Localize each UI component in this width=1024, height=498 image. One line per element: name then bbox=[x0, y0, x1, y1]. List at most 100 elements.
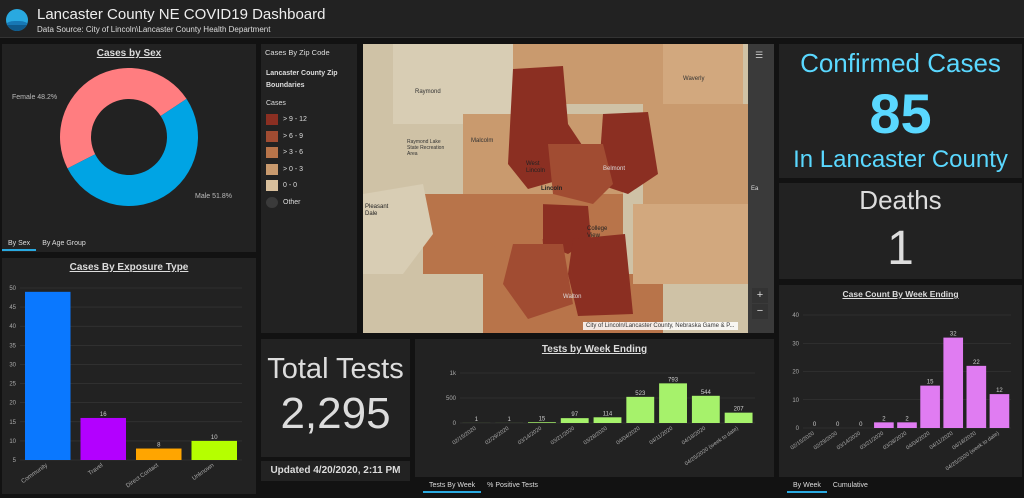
data-label: 22 bbox=[973, 360, 980, 366]
bar[interactable] bbox=[24, 291, 71, 460]
x-tick-label: 03/28/2020 bbox=[882, 431, 908, 452]
map-view[interactable]: Raymond Waverly Malcolm Raymond Lake Sta… bbox=[363, 44, 774, 333]
data-label: 1 bbox=[475, 417, 479, 423]
bar[interactable] bbox=[659, 383, 687, 423]
zoom-out-button[interactable]: − bbox=[752, 304, 768, 319]
total-tests-panel: Total Tests 2,295 bbox=[261, 339, 410, 457]
x-tick-label: Unknown bbox=[191, 463, 215, 482]
zip-zone[interactable] bbox=[643, 104, 753, 204]
bar[interactable] bbox=[874, 422, 894, 428]
zip-zone[interactable] bbox=[363, 184, 433, 274]
confirmed-title: Confirmed Cases bbox=[800, 48, 1001, 78]
deaths-value: 1 bbox=[887, 222, 914, 275]
zip-zone[interactable] bbox=[393, 44, 513, 124]
dashboard-title: Lancaster County NE COVID19 Dashboard bbox=[37, 6, 326, 23]
donut-slice-male[interactable] bbox=[64, 98, 222, 230]
deaths-title: Deaths bbox=[859, 185, 942, 215]
x-tick-label: 04/25/2020 (week to date) bbox=[684, 426, 740, 468]
case-week-bar-chart: 010203040002/15/2020002/29/2020003/14/20… bbox=[790, 313, 1011, 472]
legend-item: > 9 - 12 bbox=[266, 114, 307, 125]
total-tests-value: 2,295 bbox=[280, 389, 391, 438]
x-tick-label: 02/29/2020 bbox=[484, 426, 510, 447]
bar[interactable] bbox=[920, 385, 940, 428]
legend-swatch bbox=[266, 163, 278, 175]
place-malcolm: Malcolm bbox=[471, 138, 494, 144]
place-walton: Walton bbox=[563, 294, 582, 300]
y-tick-label: 25 bbox=[9, 382, 16, 388]
data-label: 15 bbox=[539, 416, 546, 422]
legend-swatch bbox=[266, 114, 278, 125]
data-label: 15 bbox=[927, 380, 934, 386]
x-tick-label: 04/04/2020 bbox=[615, 426, 641, 447]
data-label: 523 bbox=[635, 391, 646, 397]
donut-slice-female[interactable] bbox=[36, 62, 190, 169]
bar[interactable] bbox=[989, 394, 1010, 428]
data-source: Data Source: City of Lincoln\Lancaster C… bbox=[37, 25, 271, 34]
confirmed-subtitle: In Lancaster County bbox=[793, 146, 1008, 173]
zoom-in-button[interactable]: + bbox=[752, 288, 768, 303]
zip-zone[interactable] bbox=[568, 234, 633, 316]
legend-label: > 9 - 12 bbox=[283, 116, 307, 123]
legend-item: > 3 - 6 bbox=[266, 147, 303, 158]
bar[interactable] bbox=[943, 337, 964, 428]
updated-text: Updated 4/20/2020, 2:11 PM bbox=[270, 465, 401, 476]
legend-label: > 3 - 6 bbox=[283, 149, 304, 156]
bar[interactable] bbox=[560, 418, 589, 423]
tab-by-week[interactable]: By Week bbox=[787, 479, 827, 493]
cases-by-sex-panel: Cases by Sex Female 48.2% Male 51.8% bbox=[2, 44, 256, 252]
x-tick-label: 02/15/2020 bbox=[452, 426, 478, 447]
y-tick-label: 15 bbox=[9, 420, 16, 426]
case-week-title: Case Count By Week Ending bbox=[842, 289, 959, 299]
tests-panel: Tests by Week Ending 0 500 1k 1 02/15/2020 1 0… bbox=[415, 339, 774, 477]
zip-zone[interactable] bbox=[633, 204, 753, 284]
tab-by-sex[interactable]: By Sex bbox=[2, 237, 37, 251]
data-label: 8 bbox=[157, 443, 161, 449]
bar[interactable] bbox=[724, 412, 753, 423]
y-tick-label: 500 bbox=[446, 396, 457, 402]
data-label: 544 bbox=[701, 390, 712, 396]
map-canvas[interactable] bbox=[363, 44, 774, 333]
tab-positive-tests[interactable]: % Positive Tests bbox=[487, 482, 539, 489]
y-tick-label: 40 bbox=[9, 324, 16, 330]
zip-zone[interactable] bbox=[548, 144, 613, 204]
bar[interactable] bbox=[80, 417, 127, 460]
male-label: Male 51.8% bbox=[195, 193, 232, 200]
zip-zone[interactable] bbox=[598, 112, 658, 194]
list-icon[interactable]: ☰ bbox=[755, 50, 764, 60]
tab-cumulative[interactable]: Cumulative bbox=[832, 482, 868, 489]
bar[interactable] bbox=[135, 448, 182, 460]
y-tick-label: 1k bbox=[450, 371, 457, 377]
y-tick-label: 10 bbox=[792, 398, 799, 404]
data-label: 114 bbox=[603, 411, 613, 417]
bar[interactable] bbox=[626, 396, 655, 423]
bar[interactable] bbox=[897, 422, 917, 428]
legend-swatch bbox=[266, 196, 278, 208]
data-label: 1 bbox=[507, 417, 511, 423]
female-label: Female 48.2% bbox=[12, 94, 58, 101]
y-tick-label: 30 bbox=[9, 362, 16, 368]
bar[interactable] bbox=[528, 422, 556, 423]
bar[interactable] bbox=[191, 440, 238, 460]
data-label: 97 bbox=[571, 412, 578, 418]
zip-zone[interactable] bbox=[663, 44, 743, 104]
y-tick-label: 30 bbox=[792, 341, 799, 347]
bar[interactable] bbox=[691, 395, 720, 423]
zip-zone[interactable] bbox=[475, 194, 543, 254]
y-tick-label: 0 bbox=[796, 426, 800, 432]
confirmed-panel: Confirmed Cases 85 In Lancaster County bbox=[779, 44, 1022, 178]
legend-swatch bbox=[266, 130, 278, 142]
bar[interactable] bbox=[966, 365, 987, 428]
y-tick-label: 40 bbox=[792, 313, 799, 319]
data-label: 0 bbox=[836, 422, 840, 428]
sex-tabs: By Sex By Age Group bbox=[2, 237, 92, 251]
confirmed-value: 85 bbox=[869, 82, 932, 145]
tests-bar-chart: 0 500 1k 1 02/15/2020 1 02/29/2020 15 03/14/2020… bbox=[446, 371, 755, 468]
zip-zone[interactable] bbox=[503, 244, 573, 319]
legend-label: > 0 - 3 bbox=[283, 165, 304, 173]
bar[interactable] bbox=[593, 417, 622, 423]
tab-by-age-group[interactable]: By Age Group bbox=[42, 240, 86, 247]
tab-tests-by-week[interactable]: Tests By Week bbox=[423, 479, 482, 493]
x-tick-label: 04/11/2020 bbox=[929, 431, 955, 451]
place-college-view: College View bbox=[587, 226, 608, 239]
data-label: 793 bbox=[668, 377, 679, 383]
